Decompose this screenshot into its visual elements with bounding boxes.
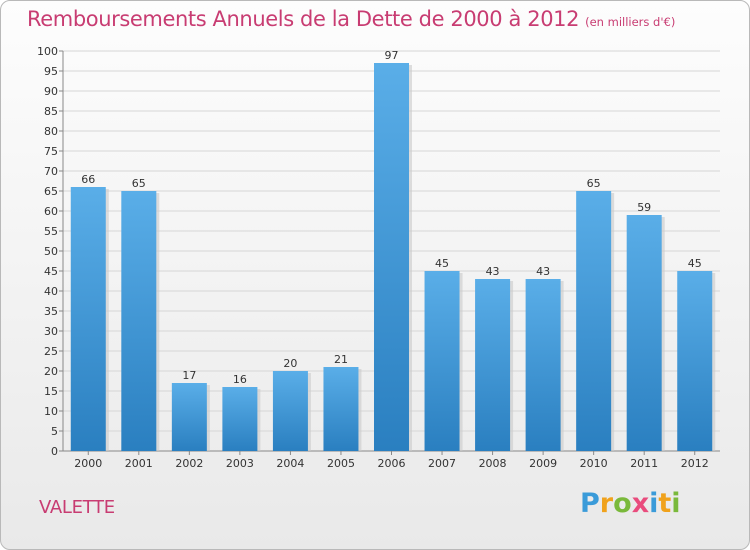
bar bbox=[525, 279, 561, 451]
bar-value-label: 17 bbox=[182, 369, 196, 382]
y-tick-label: 85 bbox=[44, 105, 58, 118]
bar bbox=[424, 271, 460, 451]
bar bbox=[323, 367, 359, 451]
bar-value-label: 66 bbox=[81, 173, 95, 186]
y-tick-label: 10 bbox=[44, 405, 58, 418]
y-tick-label: 35 bbox=[44, 305, 58, 318]
bar-value-label: 65 bbox=[587, 177, 601, 190]
bar bbox=[70, 187, 106, 451]
bar bbox=[576, 191, 612, 451]
chart-title: Remboursements Annuels de la Dette de 20… bbox=[27, 7, 675, 31]
y-tick-label: 60 bbox=[44, 205, 58, 218]
y-tick-label: 95 bbox=[44, 65, 58, 78]
y-tick-label: 5 bbox=[51, 425, 58, 438]
y-tick-label: 65 bbox=[44, 185, 58, 198]
logo-letter: x bbox=[631, 488, 650, 519]
y-tick-label: 0 bbox=[51, 445, 58, 458]
logo-letter: P bbox=[580, 488, 600, 519]
x-tick-label: 2010 bbox=[580, 457, 608, 470]
logo-letter: r bbox=[599, 488, 614, 519]
bar bbox=[171, 383, 207, 451]
y-tick-label: 90 bbox=[44, 85, 58, 98]
bar-value-label: 16 bbox=[233, 373, 247, 386]
y-tick-label: 50 bbox=[44, 245, 58, 258]
logo-letter: i bbox=[671, 488, 681, 519]
x-tick-label: 2000 bbox=[74, 457, 102, 470]
bar-value-label: 65 bbox=[132, 177, 146, 190]
y-tick-label: 100 bbox=[37, 45, 58, 58]
logo-letter: i bbox=[649, 488, 659, 519]
bars bbox=[70, 63, 716, 451]
y-tick-label: 40 bbox=[44, 285, 58, 298]
bar-value-label: 97 bbox=[385, 49, 399, 62]
bar-value-label: 43 bbox=[536, 265, 550, 278]
y-tick-label: 70 bbox=[44, 165, 58, 178]
chart-title-text: Remboursements Annuels de la Dette de 20… bbox=[27, 7, 580, 31]
bar bbox=[626, 215, 662, 451]
bar-value-label: 45 bbox=[435, 257, 449, 270]
y-tick-label: 75 bbox=[44, 145, 58, 158]
logo-letter: t bbox=[658, 488, 672, 519]
x-tick-label: 2001 bbox=[125, 457, 153, 470]
commune-name: VALETTE bbox=[39, 497, 115, 518]
y-tick-label: 30 bbox=[44, 325, 58, 338]
y-tick-label: 25 bbox=[44, 345, 58, 358]
bar bbox=[475, 279, 511, 451]
bar bbox=[374, 63, 409, 451]
x-tick-label: 2008 bbox=[479, 457, 507, 470]
bar bbox=[272, 371, 308, 451]
bar-value-label: 45 bbox=[688, 257, 702, 270]
y-tick-label: 20 bbox=[44, 365, 58, 378]
bar bbox=[222, 387, 258, 451]
bar-value-label: 43 bbox=[486, 265, 500, 278]
bar-value-label: 21 bbox=[334, 353, 348, 366]
x-tick-label: 2006 bbox=[378, 457, 406, 470]
bar-value-label: 20 bbox=[283, 357, 297, 370]
bar bbox=[121, 191, 157, 451]
x-tick-label: 2004 bbox=[276, 457, 304, 470]
labels: 0 5 10 15 20 25 30 35 40 45 50 55 60 65 70 75 80 85 90 95 10… bbox=[37, 45, 709, 470]
chart-unit: (en milliers d'€) bbox=[585, 15, 676, 29]
x-tick-label: 2011 bbox=[630, 457, 658, 470]
y-tick-label: 15 bbox=[44, 385, 58, 398]
bar-value-label: 59 bbox=[637, 201, 651, 214]
x-tick-label: 2012 bbox=[681, 457, 709, 470]
y-tick-label: 80 bbox=[44, 125, 58, 138]
x-tick-label: 2003 bbox=[226, 457, 254, 470]
y-tick-label: 55 bbox=[44, 225, 58, 238]
proxiti-logo: Proxiti bbox=[580, 488, 681, 519]
x-tick-label: 2005 bbox=[327, 457, 355, 470]
x-tick-label: 2002 bbox=[175, 457, 203, 470]
bar bbox=[677, 271, 713, 451]
x-tick-label: 2009 bbox=[529, 457, 557, 470]
y-tick-label: 45 bbox=[44, 265, 58, 278]
logo-letter: o bbox=[613, 488, 632, 519]
x-tick-label: 2007 bbox=[428, 457, 456, 470]
